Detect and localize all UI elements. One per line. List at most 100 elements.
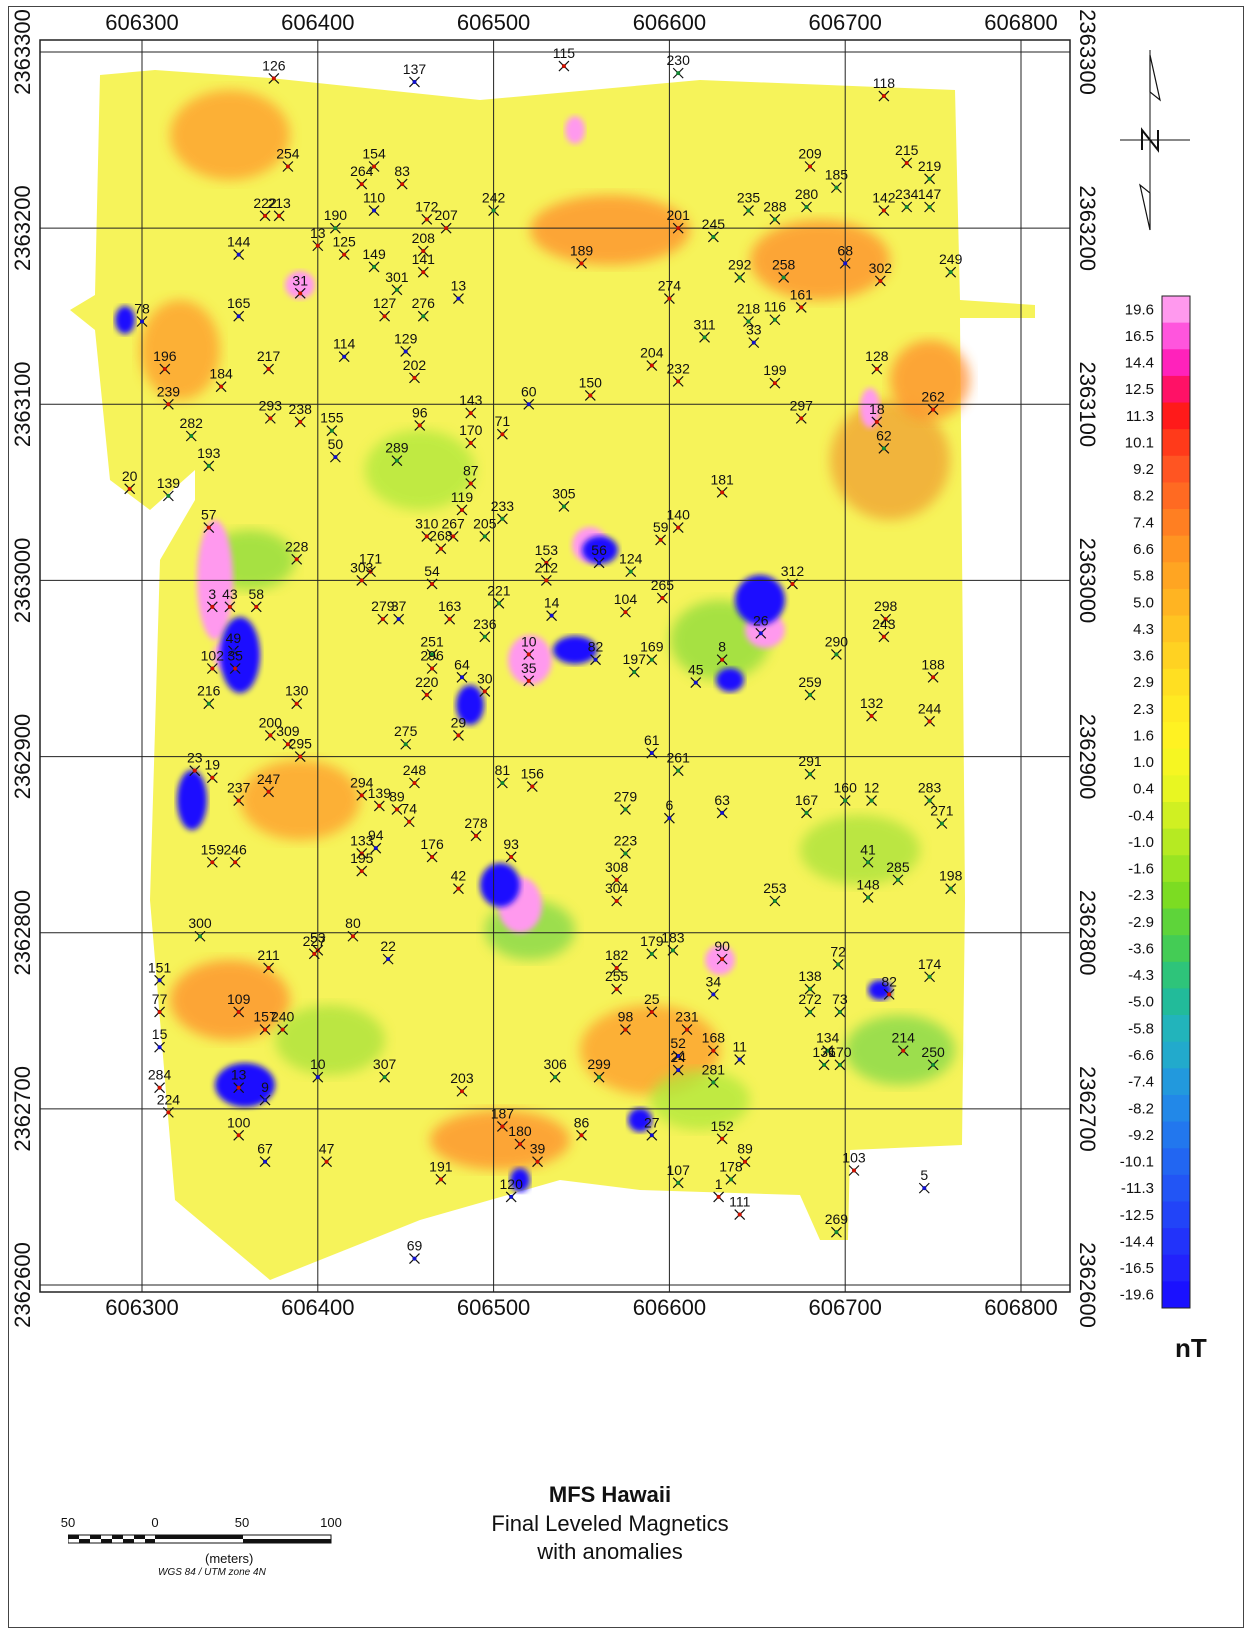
easting-tick-label: 606500 [457, 1295, 530, 1320]
anomaly-label: 127 [373, 295, 397, 311]
anomaly-label: 182 [605, 947, 629, 963]
northing-tick-label: 2363000 [1075, 538, 1100, 624]
anomaly-label: 274 [658, 278, 682, 294]
anomaly-label: 119 [451, 489, 474, 505]
anomaly-marker: 13 [231, 1067, 247, 1094]
anomaly-label: 61 [644, 732, 660, 748]
anomaly-label: 26 [753, 612, 769, 628]
anomaly-marker: 155 [320, 410, 344, 437]
anomaly-label: 262 [921, 389, 945, 405]
anomaly-marker: 150 [579, 374, 602, 401]
northing-tick-label: 2362600 [1075, 1242, 1100, 1328]
low-anomaly-patch [582, 536, 618, 564]
anomaly-label: 305 [552, 485, 576, 501]
northing-tick-label: 2363200 [1075, 185, 1100, 271]
anomaly-marker: 285 [886, 859, 910, 886]
color-legend: 19.6 16.5 14.4 12.5 11.3 10.1 9.2 8.2 7.4 6.6 5.8 5… [1120, 295, 1191, 1309]
anomaly-label: 170 [828, 1044, 852, 1060]
anomaly-marker: 29 [451, 714, 467, 741]
axis-tick-labels: 6063006063006064006064006065006065006066… [10, 9, 1100, 1328]
northing-tick-label: 2363300 [1075, 9, 1100, 95]
anomaly-label: 109 [227, 991, 251, 1007]
anomaly-marker: 304 [605, 880, 629, 907]
anomaly-marker: 232 [667, 360, 690, 387]
anomaly-marker: 211 [257, 947, 280, 974]
anomaly-label: 280 [795, 186, 819, 202]
anomaly-marker: 27 [644, 1114, 660, 1141]
anomaly-marker: 126 [262, 57, 286, 84]
scale-units: (meters) [205, 1551, 254, 1566]
anomaly-marker: 102 [201, 648, 224, 674]
anomaly-marker: 34 [706, 973, 722, 1000]
anomaly-field-blob [240, 760, 360, 840]
high-anomaly-patch [705, 945, 735, 975]
anomaly-marker: 152 [710, 1118, 734, 1145]
low-anomaly-patch [177, 770, 207, 830]
anomaly-marker: 9 [259, 1079, 271, 1106]
anomaly-label: 157 [253, 1009, 277, 1025]
anomaly-marker: 163 [438, 598, 462, 625]
anomaly-label: 233 [491, 498, 515, 514]
anomaly-label: 34 [706, 973, 722, 989]
anomaly-marker: 228 [285, 538, 309, 565]
anomaly-marker: 264 [350, 163, 374, 190]
anomaly-marker: 188 [921, 656, 945, 683]
legend-label: 2.3 [1133, 701, 1154, 718]
low-anomaly-patch [215, 1063, 275, 1107]
anomaly-label: 13 [451, 278, 467, 294]
scale-tick-label: 0 [151, 1515, 159, 1530]
anomaly-marker: 236 [473, 616, 497, 643]
anomaly-marker: 244 [918, 700, 942, 727]
anomaly-label: 86 [574, 1114, 590, 1130]
anomaly-marker: 292 [728, 256, 752, 283]
scale-tick-label: 100 [320, 1515, 342, 1530]
anomaly-label: 235 [737, 190, 761, 206]
anomaly-label: 18 [869, 401, 885, 417]
anomaly-marker: 18 [869, 401, 885, 428]
anomaly-label: 74 [401, 801, 417, 817]
anomaly-label: 14 [544, 595, 560, 611]
anomaly-label: 154 [362, 145, 386, 161]
title-line-3: with anomalies [537, 1539, 683, 1564]
anomaly-label: 245 [702, 216, 726, 232]
anomaly-label: 35 [227, 648, 243, 664]
legend-swatch [1162, 1174, 1190, 1202]
low-anomaly-patch [220, 617, 260, 693]
easting-tick-label: 606800 [984, 1295, 1057, 1320]
anomaly-marker: 61 [644, 732, 660, 759]
anomaly-marker: 159 [201, 841, 224, 868]
anomaly-label: 29 [451, 714, 467, 730]
high-anomaly-patch [508, 635, 552, 685]
anomaly-label: 195 [350, 850, 374, 866]
anomaly-label: 81 [495, 762, 511, 778]
anomaly-label: 244 [918, 700, 942, 716]
anomaly-marker: 134 [816, 1030, 840, 1057]
anomaly-marker: 297 [790, 397, 813, 424]
anomaly-label: 80 [345, 915, 361, 931]
anomaly-label: 302 [869, 260, 893, 276]
anomaly-marker: 130 [285, 683, 309, 710]
anomaly-label: 104 [614, 591, 638, 607]
anomaly-label: 236 [473, 616, 497, 632]
anomaly-label: 59 [653, 519, 669, 535]
anomaly-label: 189 [570, 242, 594, 258]
anomaly-label: 310 [415, 515, 439, 531]
anomaly-marker: 303 [350, 559, 374, 586]
anomaly-marker: 45 [688, 662, 704, 689]
anomaly-marker: 291 [798, 753, 822, 780]
anomaly-marker: 83 [394, 163, 410, 190]
anomaly-label: 307 [373, 1056, 397, 1072]
legend-swatch [1162, 1015, 1190, 1043]
anomaly-marker: 169 [640, 639, 664, 666]
anomaly-marker: 200 [259, 714, 282, 741]
anomaly-label: 259 [798, 674, 822, 690]
anomaly-marker: 168 [702, 1030, 725, 1057]
anomaly-label: 308 [605, 859, 629, 875]
anomaly-marker: 220 [415, 674, 439, 701]
anomaly-label: 142 [872, 190, 896, 206]
anomaly-marker: 198 [939, 868, 963, 895]
legend-swatch [1162, 1068, 1190, 1096]
anomaly-label: 82 [881, 973, 897, 989]
anomaly-marker: 144 [227, 234, 251, 260]
easting-tick-label: 606700 [808, 10, 881, 35]
